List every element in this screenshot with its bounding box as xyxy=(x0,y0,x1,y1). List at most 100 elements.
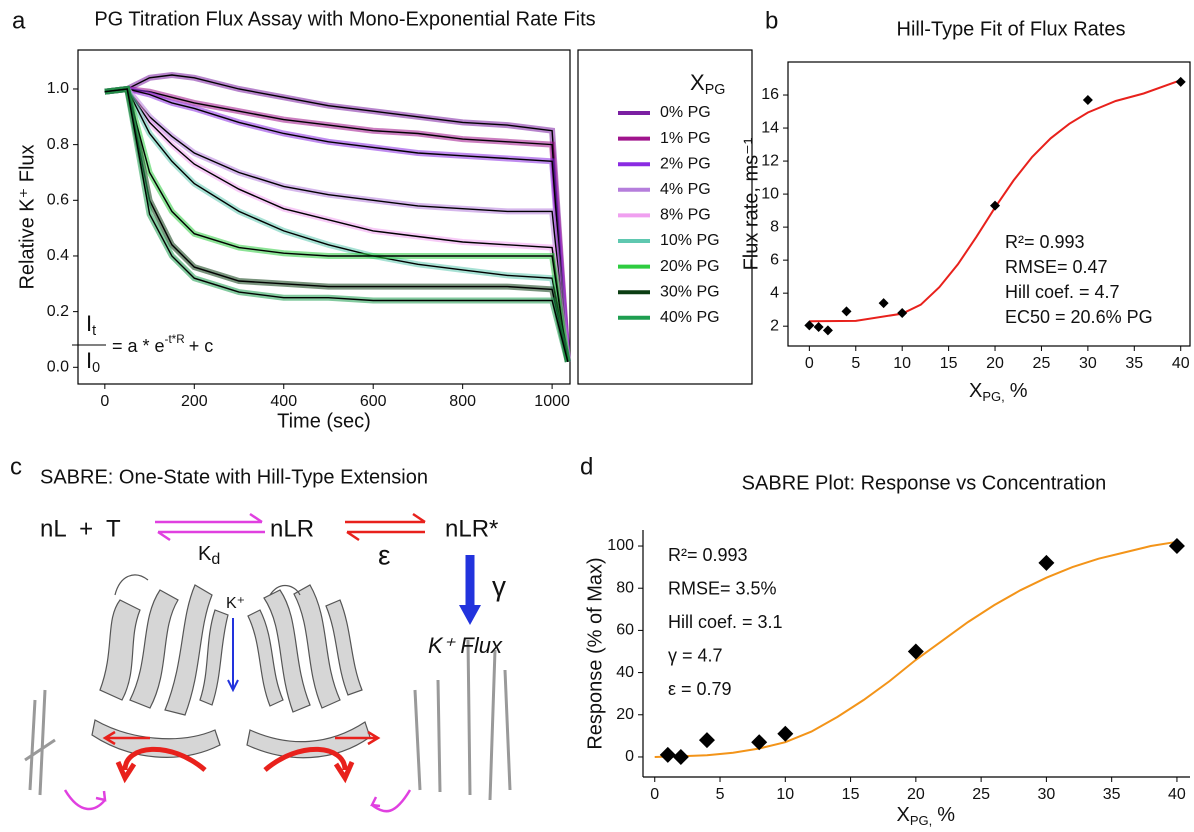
y-tick-label: 0 xyxy=(625,748,634,765)
chart-title: SABRE Plot: Response vs Concentration xyxy=(742,472,1107,494)
kd: K xyxy=(198,543,212,565)
x-tick-label: 20 xyxy=(986,355,1004,372)
x-tick-label: 15 xyxy=(842,786,860,803)
equation-rhs-part: = a * e xyxy=(112,336,165,356)
x-tick-label: 15 xyxy=(940,355,958,372)
equation-num-part: t xyxy=(92,323,96,339)
x-tick-label: 0 xyxy=(100,393,109,410)
ion-label: K⁺ xyxy=(226,595,245,612)
data-point xyxy=(777,725,794,742)
flux-label: K⁺ Flux xyxy=(428,633,503,658)
data-point xyxy=(990,200,1001,211)
fit-line xyxy=(809,79,1182,323)
plot-frame xyxy=(787,61,1191,347)
y-tick-label: 0.0 xyxy=(47,359,69,376)
chart-title: Hill-Type Fit of Flux Rates xyxy=(897,18,1126,40)
x-axis-label-part: Χ xyxy=(969,380,982,402)
fit-line xyxy=(104,88,569,362)
x-tick-label: 40 xyxy=(1168,786,1186,803)
equation-num: It xyxy=(86,311,96,339)
legend-title-part: PG xyxy=(705,82,726,98)
reactant: nL + T xyxy=(40,515,121,542)
legend-label: 20% PG xyxy=(660,258,720,275)
panel-label: c xyxy=(10,453,22,480)
legend-title-part: Χ xyxy=(690,70,705,95)
y-axis-label: Response (% of Max) xyxy=(584,557,606,749)
y-tick-label: 14 xyxy=(761,119,779,136)
x-tick-label: 600 xyxy=(360,393,387,410)
fit-line xyxy=(104,74,569,362)
data-line xyxy=(104,85,571,363)
panel-label: d xyxy=(580,453,593,480)
fit-line xyxy=(104,88,569,362)
x-tick-label: 25 xyxy=(972,786,990,803)
x-tick-label: 800 xyxy=(449,393,476,410)
x-tick-label: 35 xyxy=(1125,355,1143,372)
fit-line xyxy=(104,88,569,362)
y-tick-label: 20 xyxy=(616,706,634,723)
fit-line xyxy=(104,88,569,362)
annotation: RMSE= 3.5% xyxy=(668,578,777,598)
y-axis-label: Flux rate, ms⁻¹ xyxy=(740,137,762,270)
y-tick-label: 4 xyxy=(770,284,779,301)
y-tick-label: 60 xyxy=(616,622,634,639)
data-point xyxy=(751,734,768,751)
y-axis-label: Relative K⁺ Flux xyxy=(16,144,38,289)
data-point xyxy=(907,643,924,660)
legend-label: 30% PG xyxy=(660,283,720,300)
y-tick-label: 1.0 xyxy=(47,80,69,97)
legend-box xyxy=(577,49,753,385)
fit-line xyxy=(104,88,569,362)
equation-den-part: I xyxy=(86,348,92,373)
x-tick-label: 30 xyxy=(1037,786,1055,803)
data-point xyxy=(1168,538,1185,555)
data-line xyxy=(104,85,571,362)
x-tick-label: 40 xyxy=(1172,355,1190,372)
data-line xyxy=(104,85,571,363)
x-axis-label: ΧPG,% xyxy=(897,804,956,828)
x-tick-label: 0 xyxy=(650,786,659,803)
annotation: RMSE= 0.47 xyxy=(1005,257,1108,277)
y-tick-label: 10 xyxy=(761,185,779,202)
x-axis-label: Time (sec) xyxy=(277,410,371,432)
x-tick-label: 400 xyxy=(270,393,297,410)
kd-label: Kd xyxy=(198,543,220,568)
data-point xyxy=(813,322,824,333)
x-tick-label: 0 xyxy=(805,355,814,372)
y-tick-label: 100 xyxy=(607,537,634,554)
x-tick-label: 20 xyxy=(907,786,925,803)
equation-den-part: 0 xyxy=(92,360,100,376)
x-axis-label: ΧPG,% xyxy=(969,380,1028,404)
annotation: R²= 0.993 xyxy=(1005,232,1085,252)
fit-line xyxy=(654,540,1178,758)
y-tick-label: 40 xyxy=(616,664,634,681)
chart-title: PG Titration Flux Assay with Mono-Expone… xyxy=(94,8,595,30)
x-tick-label: 25 xyxy=(1033,355,1051,372)
plot-frame xyxy=(77,49,571,385)
legend-label: 40% PG xyxy=(660,309,720,326)
equation-rhs: = a * e-t*R + c xyxy=(112,333,213,356)
y-tick-label: 0.2 xyxy=(47,303,69,320)
annotation: R²= 0.993 xyxy=(668,545,748,565)
x-axis-label-part: % xyxy=(1010,380,1028,402)
intermediate: nLR xyxy=(270,515,314,542)
x-tick-label: 10 xyxy=(893,355,911,372)
data-point xyxy=(1175,76,1186,87)
data-point xyxy=(1038,554,1055,571)
diagram-arrows xyxy=(63,512,481,813)
kd-sub: d xyxy=(211,551,220,568)
y-tick-label: 12 xyxy=(761,152,779,169)
x-axis-label-part: Χ xyxy=(897,804,910,826)
fit-line xyxy=(104,88,569,362)
data-point xyxy=(1082,94,1093,105)
equation-rhs-part: + c xyxy=(189,336,214,356)
data-point xyxy=(804,320,815,331)
data-line xyxy=(104,85,571,362)
y-tick-label: 6 xyxy=(770,251,779,268)
diagram-title: SABRE: One-State with Hill-Type Extensio… xyxy=(40,466,428,488)
annotation: ε = 0.79 xyxy=(668,679,732,699)
x-tick-label: 35 xyxy=(1103,786,1121,803)
data-point xyxy=(698,732,715,749)
y-tick-label: 0.4 xyxy=(47,247,69,264)
x-tick-label: 200 xyxy=(181,393,208,410)
